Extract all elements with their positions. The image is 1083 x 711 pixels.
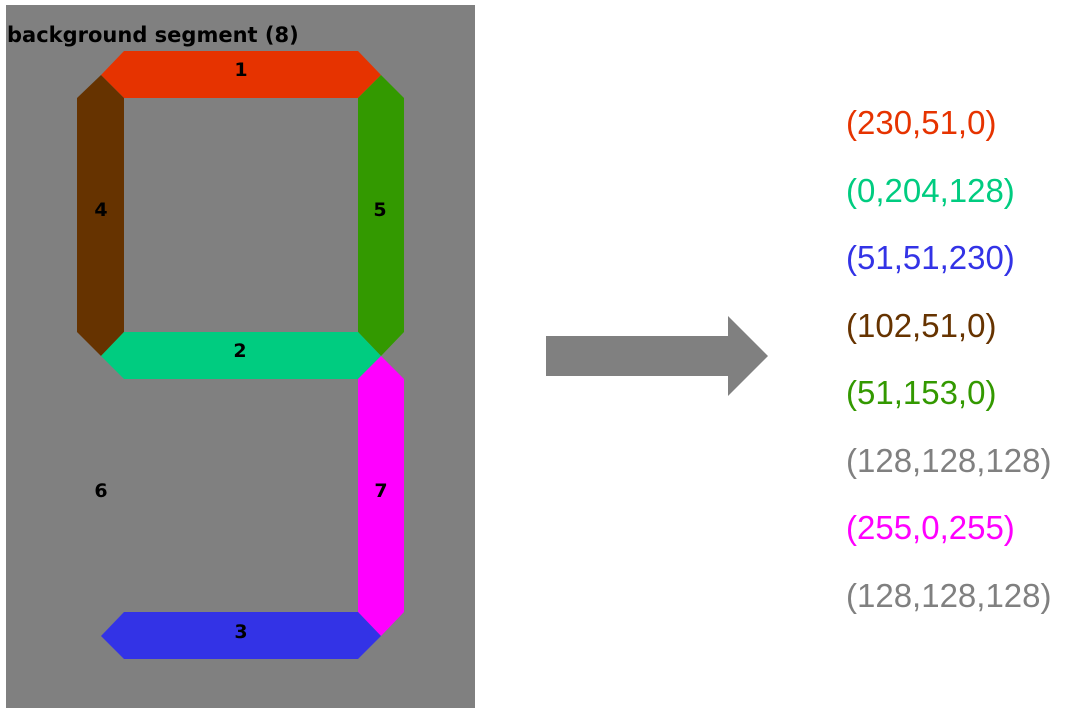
rgb-value-5: (51,153,0) [846,374,997,411]
segment-7 [358,356,404,636]
rgb-value-6: (128,128,128) [846,441,1052,479]
panel-title: background segment (8) [7,23,299,47]
rgb-value-7: (255,0,255) [846,509,1015,546]
segment-2 [101,332,381,379]
rgb-value-1: (230,51,0) [846,104,997,141]
arrow-shape [546,316,768,396]
segment-4 [77,75,124,356]
segment-5 [358,75,404,356]
seven-segment-panel: background segment (8) 1 2 3 4 5 6 7 [6,5,475,708]
segment-label-7: 7 [374,480,387,502]
rgb-value-list: (230,51,0) (0,204,128) (51,51,230) (102,… [846,104,1052,644]
seven-segment-digit: 1 2 3 4 5 6 7 [77,51,404,659]
rgb-value-2: (0,204,128) [846,171,1015,209]
segment-3 [101,612,381,659]
segment-label-6: 6 [94,480,107,502]
segment-label-4: 4 [94,199,107,221]
segment-label-2: 2 [233,340,246,362]
right-arrow-icon [546,316,768,396]
rgb-value-3: (51,51,230) [846,239,1015,276]
rgb-value-8: (128,128,128) [846,576,1052,614]
segment-label-5: 5 [373,199,386,221]
segment-label-1: 1 [234,59,247,81]
segment-1 [101,51,381,98]
rgb-value-4: (102,51,0) [846,306,997,344]
segment-label-3: 3 [234,621,247,643]
